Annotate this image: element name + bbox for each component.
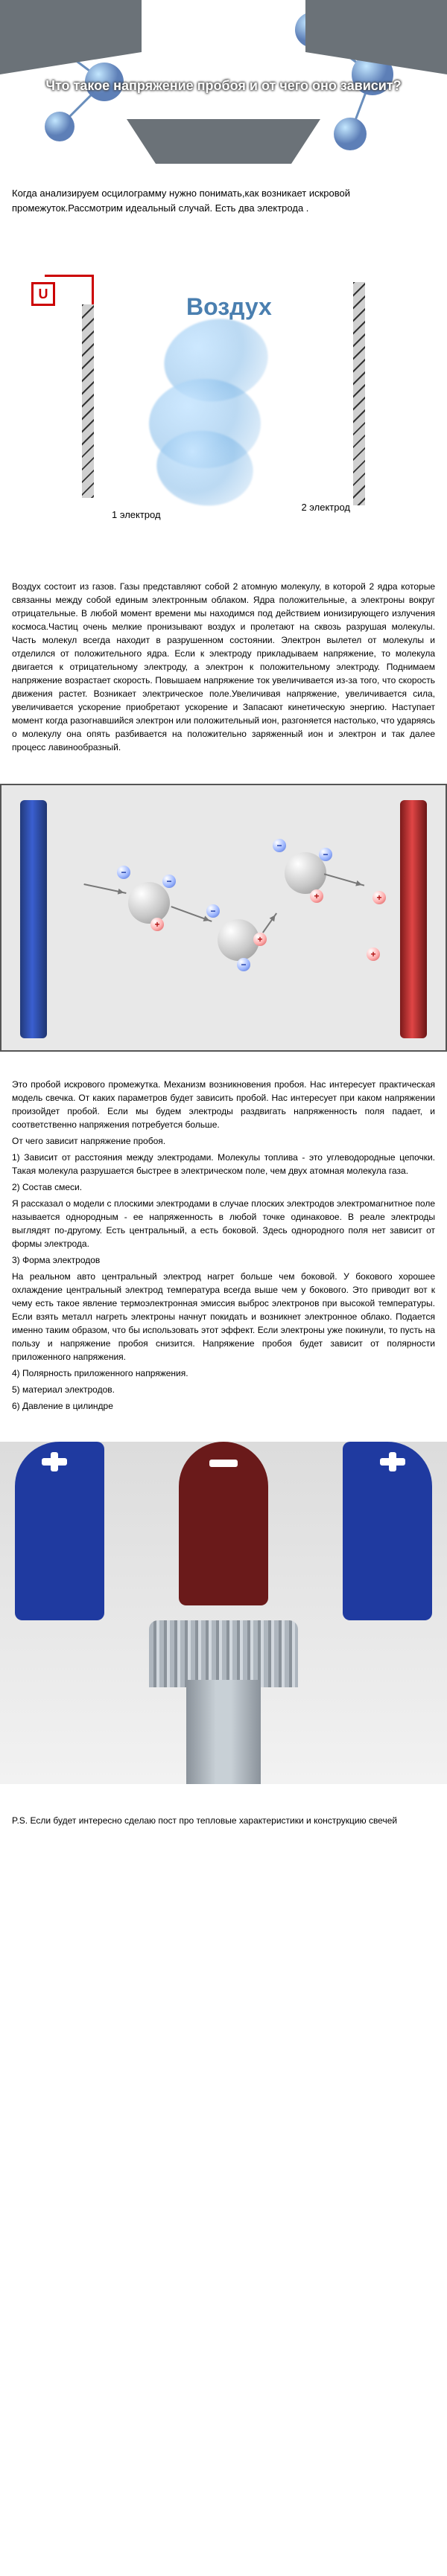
- charge-sign: −: [117, 866, 130, 879]
- para: 3) Форма электродов: [12, 1253, 435, 1267]
- para: 4) Полярность приложенного напряжения.: [12, 1367, 435, 1380]
- para: 5) материал электродов.: [12, 1383, 435, 1396]
- ps-note: P.S. Если будет интересно сделаю пост пр…: [0, 1792, 447, 1857]
- para: 1) Зависит от расстояния между электрода…: [12, 1151, 435, 1177]
- motion-arrow: [324, 873, 364, 886]
- wire-v: [92, 275, 94, 304]
- header-shape-bottom: [127, 119, 320, 164]
- air-label: Воздух: [186, 293, 272, 321]
- hatch: [353, 282, 365, 505]
- minus-stripe: [209, 1460, 238, 1467]
- plug-stem: [186, 1680, 261, 1784]
- para: Я рассказал о модели с плоскими электрод…: [12, 1197, 435, 1250]
- plus-v: [51, 1452, 58, 1471]
- wire-h: [45, 275, 94, 277]
- diagram-spark-plug: [0, 1442, 447, 1784]
- electrode-2-wall: [353, 282, 365, 505]
- electrode-1-label: 1 электрод: [112, 509, 161, 520]
- charge-sign: −: [319, 848, 332, 861]
- charge-sign: +: [150, 918, 164, 931]
- plug-cap: [149, 1620, 298, 1687]
- plug-center: [179, 1442, 268, 1605]
- negative-plate: [20, 800, 47, 1038]
- intro-text: Когда анализируем осцилограмму нужно пон…: [0, 164, 447, 230]
- charge-sign: +: [372, 891, 386, 904]
- charge-sign: −: [237, 958, 250, 971]
- positive-plate: [400, 800, 427, 1038]
- para: Это пробой искрового промежутка. Механиз…: [12, 1078, 435, 1131]
- charge-sign: +: [253, 933, 267, 946]
- body-section-2: Это пробой искрового промежутка. Механиз…: [0, 1059, 447, 1434]
- plug-side-left: [15, 1442, 104, 1620]
- body-paragraph-1: Воздух состоит из газов. Газы представля…: [0, 557, 447, 776]
- plus-v: [389, 1452, 396, 1471]
- header: Что такое напряжение пробоя и от чего он…: [0, 0, 447, 164]
- para: 2) Состав смеси.: [12, 1180, 435, 1194]
- para: На реальном авто центральный электрод на…: [12, 1270, 435, 1364]
- title-band: Что такое напряжение пробоя и от чего он…: [0, 67, 447, 105]
- u-source-box: U: [31, 282, 55, 306]
- para: 6) Давление в цилиндре: [12, 1399, 435, 1413]
- para: От чего зависит напряжение пробоя.: [12, 1134, 435, 1148]
- motion-arrow: [83, 883, 126, 894]
- motion-arrow: [262, 913, 277, 933]
- electrode-1-wall: [82, 304, 94, 498]
- electrode-2-label: 2 электрод: [301, 502, 350, 513]
- charge-sign: +: [367, 947, 380, 961]
- charge-sign: −: [162, 875, 176, 888]
- hatch: [82, 304, 94, 498]
- diagram-ionization: −−+−+−−−+++: [0, 784, 447, 1052]
- charge-sign: −: [273, 839, 286, 852]
- charge-sign: +: [310, 889, 323, 903]
- charge-sign: −: [206, 904, 220, 918]
- plug-side-right: [343, 1442, 432, 1620]
- page-title: Что такое напряжение пробоя и от чего он…: [45, 78, 401, 93]
- diagram-electrodes-air: U Воздух 1 электрод 2 электрод: [0, 237, 447, 550]
